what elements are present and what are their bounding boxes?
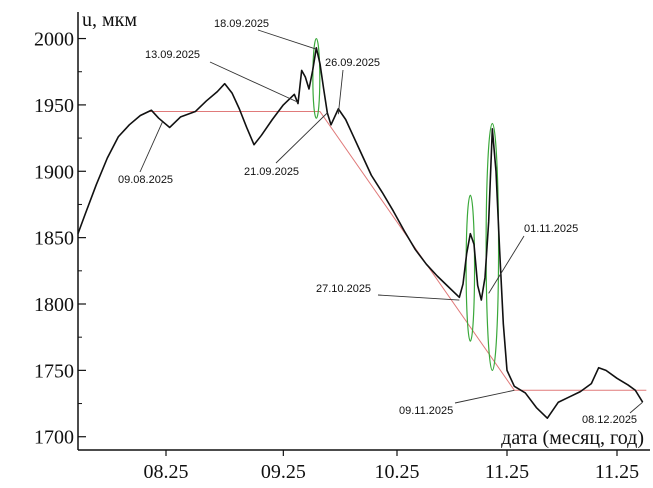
- x-tick-label: 11.25: [595, 461, 639, 483]
- x-tick-label: 10.25: [375, 461, 420, 483]
- y-axis-title: u, мкм: [82, 9, 137, 31]
- x-ticks: 08.25 09.25 10.25 11.25 11.25: [144, 450, 639, 483]
- x-tick-label: 09.25: [261, 461, 306, 483]
- annotation-label: 08.12.2025: [582, 414, 637, 426]
- highlight-ellipse: [312, 37, 321, 119]
- y-ticks: 1700 1750 1800 1850 1900 1950 2000: [34, 29, 86, 449]
- annotation-leader-line: [257, 29, 317, 50]
- y-tick-label: 1800: [34, 294, 74, 316]
- reference-layer: [147, 111, 647, 391]
- y-tick-label: 1750: [34, 360, 74, 382]
- annotation-leader-line: [488, 235, 525, 294]
- y-tick-label: 1850: [34, 228, 74, 250]
- trend-line: [147, 111, 647, 391]
- annotation-leader-line: [454, 389, 515, 404]
- annotation-label: 18.09.2025: [214, 18, 269, 30]
- series-layer: [77, 47, 644, 419]
- annotation-label: 09.08.2025: [118, 174, 173, 186]
- annotation-layer: 13.09.2025 18.09.2025 26.09.2025 21.09.2025…: [118, 18, 643, 426]
- x-axis-title: дата (месяц, год): [501, 427, 644, 449]
- x-tick-label: 08.25: [144, 461, 189, 483]
- annotation-label: 27.10.2025: [316, 283, 371, 295]
- y-tick-label: 1700: [34, 427, 74, 449]
- y-tick-label: 2000: [34, 29, 74, 51]
- annotation-label: 01.11.2025: [524, 223, 578, 235]
- highlight-ellipse: [465, 194, 476, 342]
- annotation-leader-line: [629, 401, 643, 414]
- measurement-line: [77, 47, 644, 419]
- annotation-label: 13.09.2025: [145, 49, 200, 61]
- annotation-label: 09.11.2025: [399, 405, 453, 417]
- ellipse-layer: [312, 37, 500, 371]
- y-tick-label: 1900: [34, 161, 74, 183]
- highlight-ellipse: [485, 122, 500, 371]
- plot-area: 1700 1750 1800 1850 1900 1950 2000 08.25 09.25 1…: [34, 12, 650, 483]
- y-tick-label: 1950: [34, 95, 74, 117]
- x-tick-label: 11.25: [485, 461, 529, 483]
- annotation-leader-line: [139, 121, 163, 173]
- annotation-leader-line: [337, 69, 344, 115]
- annotation-leader-line: [209, 61, 299, 103]
- annotation-leader-line: [275, 112, 328, 164]
- annotation-label: 26.09.2025: [325, 57, 380, 69]
- annotation-leader-line: [377, 294, 460, 301]
- annotation-label: 21.09.2025: [244, 166, 299, 178]
